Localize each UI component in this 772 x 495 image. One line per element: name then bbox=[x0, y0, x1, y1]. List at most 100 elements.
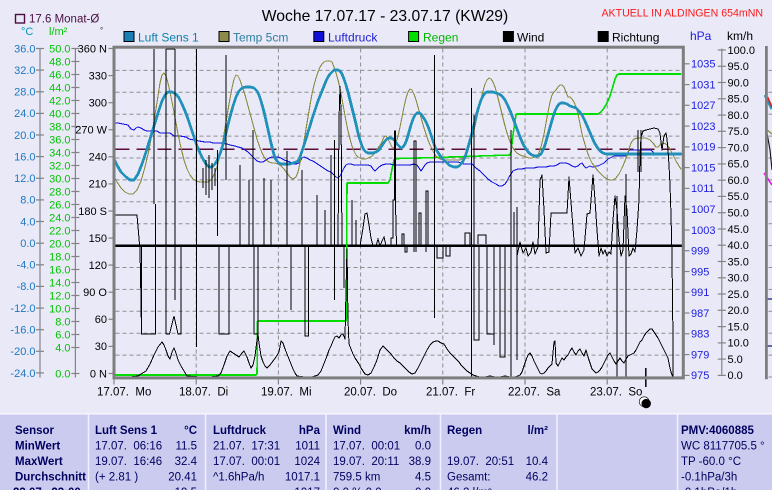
svg-text:hPa: hPa bbox=[299, 425, 321, 437]
svg-text:^1.6hPa/h: ^1.6hPa/h bbox=[213, 472, 264, 484]
svg-text:Regen: Regen bbox=[423, 31, 458, 45]
svg-text:120: 120 bbox=[89, 260, 107, 272]
svg-text:44.0: 44.0 bbox=[49, 82, 70, 94]
svg-text:0.0: 0.0 bbox=[728, 370, 743, 382]
svg-text:17.07. Mo: 17.07. Mo bbox=[97, 387, 151, 399]
svg-text:90 O: 90 O bbox=[83, 287, 107, 299]
svg-text:1003: 1003 bbox=[691, 225, 715, 237]
svg-text:35.0: 35.0 bbox=[728, 256, 749, 268]
svg-text:25.0: 25.0 bbox=[728, 289, 749, 301]
svg-text:1024: 1024 bbox=[294, 456, 320, 468]
svg-text:1007: 1007 bbox=[691, 204, 715, 216]
svg-text:17.6 Monat-Ø: 17.6 Monat-Ø bbox=[29, 14, 99, 26]
svg-text:Durchschnitt: Durchschnitt bbox=[15, 472, 86, 484]
svg-text:1031: 1031 bbox=[691, 79, 715, 91]
svg-text:12.0: 12.0 bbox=[14, 173, 35, 185]
svg-text:l/m²: l/m² bbox=[528, 425, 549, 437]
svg-text:0.0: 0.0 bbox=[415, 441, 431, 453]
svg-text:19.07. 20:51: 19.07. 20:51 bbox=[447, 456, 514, 468]
svg-text:40.0: 40.0 bbox=[49, 108, 70, 120]
svg-text:300: 300 bbox=[89, 98, 107, 110]
svg-text:20.07. Do: 20.07. Do bbox=[344, 387, 397, 399]
svg-text:21.07. Fr: 21.07. Fr bbox=[426, 387, 475, 399]
svg-text:50.0: 50.0 bbox=[728, 208, 749, 220]
svg-text:330: 330 bbox=[89, 70, 107, 82]
svg-text:10.0: 10.0 bbox=[728, 338, 749, 350]
svg-text:24.0: 24.0 bbox=[14, 108, 35, 120]
svg-text:987: 987 bbox=[691, 308, 709, 320]
svg-text:85.0: 85.0 bbox=[728, 94, 749, 106]
svg-text:995: 995 bbox=[691, 266, 709, 278]
svg-text:Regen: Regen bbox=[447, 425, 482, 437]
svg-text:65.0: 65.0 bbox=[728, 159, 749, 171]
svg-text:WC 8117705.5 °: WC 8117705.5 ° bbox=[681, 441, 765, 453]
svg-text:1011: 1011 bbox=[295, 441, 320, 453]
svg-text:36.0: 36.0 bbox=[49, 134, 70, 146]
svg-text:1027: 1027 bbox=[691, 100, 715, 112]
svg-text:1011: 1011 bbox=[691, 183, 715, 195]
svg-text:1015: 1015 bbox=[691, 162, 715, 174]
svg-text:km/h: km/h bbox=[404, 425, 431, 437]
svg-text:18.0: 18.0 bbox=[49, 251, 70, 263]
svg-text:Wind: Wind bbox=[333, 425, 361, 437]
svg-text:11.5: 11.5 bbox=[175, 441, 197, 453]
svg-text:34.0: 34.0 bbox=[49, 147, 70, 159]
svg-text:1035: 1035 bbox=[691, 59, 715, 71]
svg-text:50.0: 50.0 bbox=[49, 43, 70, 55]
svg-text:20.0: 20.0 bbox=[728, 305, 749, 317]
svg-text:TP -60.0 °C: TP -60.0 °C bbox=[681, 456, 741, 468]
svg-text:210: 210 bbox=[89, 179, 107, 191]
svg-text:991: 991 bbox=[691, 287, 709, 299]
svg-text:240: 240 bbox=[89, 152, 107, 164]
svg-text:55.0: 55.0 bbox=[728, 191, 749, 203]
svg-text:24.0: 24.0 bbox=[49, 212, 70, 224]
svg-text:70.0: 70.0 bbox=[728, 142, 749, 154]
svg-text:17.07. 00:01: 17.07. 00:01 bbox=[333, 441, 400, 453]
svg-text:983: 983 bbox=[691, 329, 709, 341]
svg-text:28.0: 28.0 bbox=[49, 186, 70, 198]
svg-text:21.07. 17:31: 21.07. 17:31 bbox=[213, 441, 280, 453]
svg-text:30.0: 30.0 bbox=[49, 173, 70, 185]
svg-text:38.0: 38.0 bbox=[49, 121, 70, 133]
svg-text:4.0: 4.0 bbox=[20, 216, 35, 228]
svg-text:12.0: 12.0 bbox=[49, 290, 70, 302]
svg-text:999: 999 bbox=[691, 246, 709, 258]
svg-text:-4.0: -4.0 bbox=[17, 260, 36, 272]
svg-text:100.0: 100.0 bbox=[728, 45, 756, 57]
svg-text:42.0: 42.0 bbox=[49, 95, 70, 107]
svg-text:22.0: 22.0 bbox=[49, 225, 70, 237]
svg-text:AKTUELL IN ALDINGEN 654mNN: AKTUELL IN ALDINGEN 654mNN bbox=[601, 8, 763, 20]
svg-text:-0.1hPa/3h: -0.1hPa/3h bbox=[681, 472, 737, 484]
svg-text:32.0: 32.0 bbox=[49, 160, 70, 172]
svg-text:22.07. Sa: 22.07. Sa bbox=[508, 387, 561, 399]
svg-text:°C: °C bbox=[21, 26, 33, 38]
svg-text:26.0: 26.0 bbox=[49, 199, 70, 211]
svg-text:-12.0: -12.0 bbox=[10, 303, 35, 315]
svg-text:30: 30 bbox=[95, 341, 107, 353]
svg-text:975: 975 bbox=[691, 370, 709, 382]
svg-text:MinWert: MinWert bbox=[15, 441, 60, 453]
svg-text:0.0: 0.0 bbox=[20, 238, 35, 250]
svg-text:1023: 1023 bbox=[691, 121, 715, 133]
svg-text:36.0: 36.0 bbox=[14, 43, 35, 55]
svg-text:75.0: 75.0 bbox=[728, 126, 749, 138]
svg-text:759.5 km: 759.5 km bbox=[333, 472, 380, 484]
svg-text:18.07. Di: 18.07. Di bbox=[179, 387, 228, 399]
svg-text:4.5: 4.5 bbox=[415, 472, 431, 484]
svg-text:10.0: 10.0 bbox=[49, 303, 70, 315]
svg-text:0.0: 0.0 bbox=[55, 368, 70, 380]
svg-text:38.9: 38.9 bbox=[409, 456, 431, 468]
svg-text:32.4: 32.4 bbox=[175, 456, 198, 468]
svg-text:28.0: 28.0 bbox=[14, 87, 35, 99]
svg-text:32.0: 32.0 bbox=[14, 65, 35, 77]
svg-text:PMV:4060885: PMV:4060885 bbox=[681, 425, 754, 437]
svg-text:-8.0: -8.0 bbox=[17, 281, 36, 293]
svg-text:MaxWert: MaxWert bbox=[15, 456, 63, 468]
svg-text:19.07. Mi: 19.07. Mi bbox=[261, 387, 312, 399]
svg-text:6.0: 6.0 bbox=[55, 329, 70, 341]
svg-text:90.0: 90.0 bbox=[728, 77, 749, 89]
svg-text:150: 150 bbox=[89, 233, 107, 245]
svg-text:10.4: 10.4 bbox=[526, 456, 549, 468]
svg-text:60: 60 bbox=[95, 314, 107, 326]
svg-text:46.0: 46.0 bbox=[49, 69, 70, 81]
